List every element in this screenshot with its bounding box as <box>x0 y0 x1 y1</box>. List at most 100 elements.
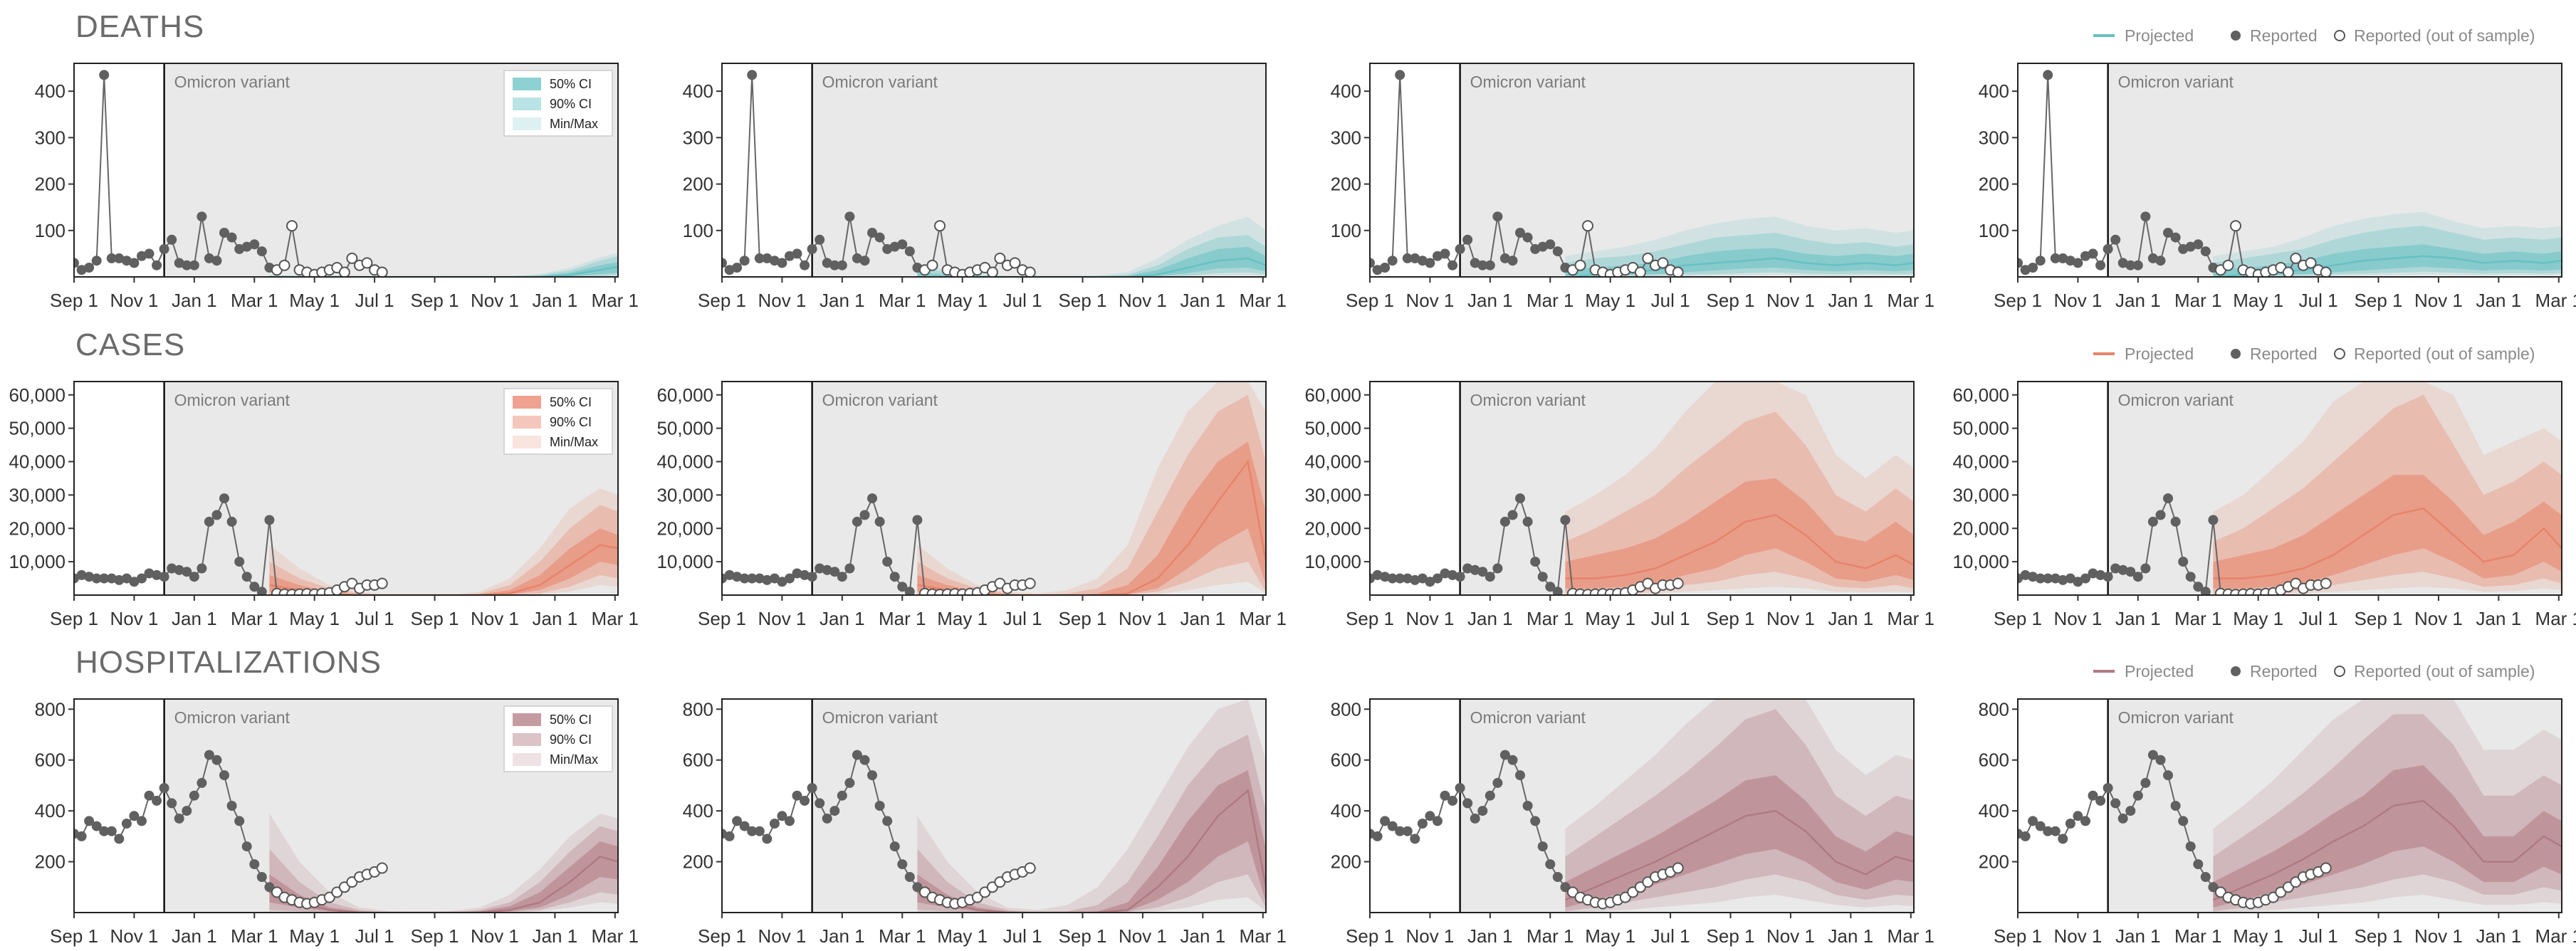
reported-point <box>2185 841 2196 852</box>
ci-legend-label: 90% CI <box>550 732 592 747</box>
band-ci50 <box>917 770 1266 913</box>
reported-point <box>1515 228 1525 238</box>
reported-point <box>76 569 87 580</box>
reported-point <box>800 569 810 580</box>
reported-point <box>739 573 750 584</box>
reported-point <box>226 232 237 243</box>
reported-point <box>197 211 207 222</box>
out-of-sample-point <box>1672 862 1684 874</box>
reported-point <box>897 582 908 592</box>
y-tick-label: 600 <box>683 750 713 771</box>
x-tick-label: Jan 1 <box>1828 925 1874 947</box>
reported-point <box>2095 795 2106 806</box>
reported-point <box>732 816 743 826</box>
reported-point <box>747 70 758 80</box>
reported-point <box>182 260 192 270</box>
legend-projected: Projected <box>2125 662 2194 681</box>
x-tick-label: Nov 1 <box>2053 290 2102 311</box>
y-tick-label: 60,000 <box>1952 384 2009 406</box>
reported-point <box>769 819 780 829</box>
reported-point <box>114 574 125 585</box>
x-tick-label: Sep 1 <box>1994 608 2042 629</box>
reported-legend-marker <box>2231 349 2241 359</box>
reported-point <box>2132 260 2143 270</box>
row-cases: CASES Projected Reported Reported (out of s… <box>9 327 2576 629</box>
ci-legend-swatch <box>513 436 541 448</box>
reported-point <box>1455 572 1465 582</box>
reported-point <box>152 795 162 806</box>
reported-point <box>2163 493 2173 504</box>
reported-point <box>1462 234 1473 245</box>
reported-point <box>852 750 862 760</box>
y-tick-label: 800 <box>683 698 713 720</box>
projected-median-line <box>2212 799 2562 901</box>
reported-point <box>256 587 267 595</box>
reported-point <box>219 770 229 781</box>
reported-point <box>1507 755 1518 765</box>
y-tick-label: 20,000 <box>1304 517 1361 539</box>
reported-point <box>2170 516 2181 527</box>
x-tick-label: Jan 1 <box>1828 608 1874 629</box>
reported-point <box>1507 256 1518 266</box>
reported-point <box>1560 515 1571 525</box>
omicron-annotation: Omicron variant <box>2118 708 2234 727</box>
reported-point <box>829 260 840 270</box>
reported-point <box>1417 819 1428 829</box>
reported-point <box>1380 263 1391 273</box>
panel-frame <box>1369 381 1915 596</box>
y-tick-label: 200 <box>683 174 713 195</box>
reported-point <box>792 568 802 579</box>
panel-frame <box>2017 698 2562 913</box>
reported-point <box>1537 241 1548 252</box>
reported-point <box>1447 260 1458 270</box>
band-ci50 <box>269 528 618 595</box>
panel-frame <box>721 63 1267 278</box>
reported-point <box>1492 211 1503 222</box>
reported-point <box>159 243 169 254</box>
x-tick-label: Jan 1 <box>1467 290 1513 311</box>
reported-point <box>234 816 245 826</box>
panel-frame <box>2017 381 2562 596</box>
plot-area <box>722 382 1266 595</box>
panel-cases-4: Omicron variant 10,000 20,000 30,000 40,000 5… <box>1952 381 2576 629</box>
out-of-sample-point <box>361 257 373 269</box>
reported-point <box>762 253 773 263</box>
x-tick-label: Nov 1 <box>110 925 158 947</box>
reported-point <box>1410 574 1420 585</box>
reported-point <box>2058 574 2068 585</box>
x-tick-label: Jul 1 <box>1651 290 1690 311</box>
reported-point <box>2035 821 2046 831</box>
reported-point <box>1545 239 1556 250</box>
x-tick-label: Mar 1 <box>1527 290 1574 311</box>
y-tick-label: 400 <box>35 800 66 821</box>
out-of-sample-point <box>1672 266 1684 277</box>
pre-omicron-background <box>2018 699 2108 913</box>
x-tick-label: Jan 1 <box>2476 608 2522 629</box>
reported-point <box>1515 770 1525 781</box>
y-tick-label: 800 <box>35 698 66 720</box>
reported-point <box>2140 563 2151 574</box>
x-tick-label: May 1 <box>289 608 340 629</box>
reported-point <box>874 232 885 243</box>
panel-frame <box>1369 698 1915 913</box>
reported-point <box>762 574 773 585</box>
reported-point <box>807 243 817 254</box>
reported-point <box>882 816 893 826</box>
y-tick-label: 200 <box>35 851 66 873</box>
y-tick-label: 300 <box>1331 127 1361 148</box>
out-of-sample-point <box>271 886 283 898</box>
panel-hospitalizations-3: Omicron variant 200 400 600 800 Sep 1 Nov 1 Jan… <box>1331 698 1934 947</box>
x-tick-label: Jul 1 <box>2299 925 2338 947</box>
y-tick-label: 400 <box>683 800 713 821</box>
x-tick-label: Jul 1 <box>355 608 394 629</box>
reported-point <box>204 750 214 760</box>
reported-point <box>904 872 915 882</box>
reported-point <box>2088 248 2098 259</box>
x-tick-label: Mar 1 <box>1240 608 1287 629</box>
y-tick-label: 400 <box>683 80 713 102</box>
reported-point <box>2178 816 2189 826</box>
reported-point <box>249 239 260 250</box>
reported-point <box>204 516 214 527</box>
x-tick-label: Sep 1 <box>1346 608 1394 629</box>
x-tick-label: May 1 <box>2233 925 2283 947</box>
